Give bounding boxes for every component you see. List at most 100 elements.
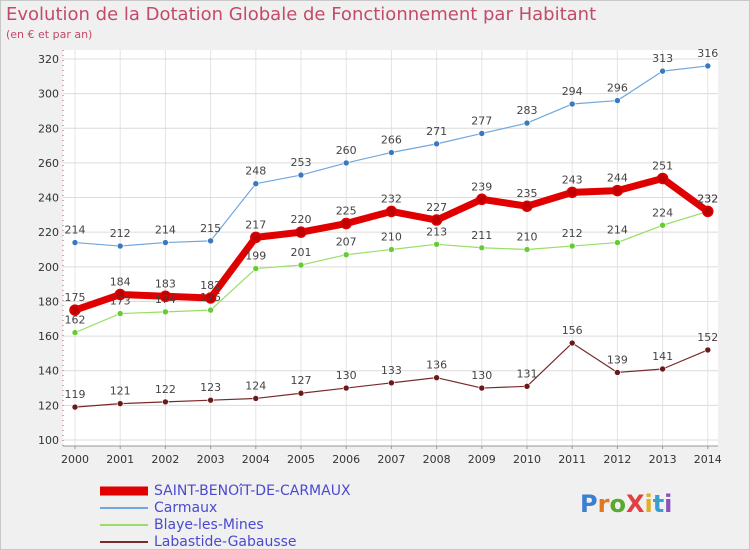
legend-item-blaye: Blaye-les-Mines <box>98 516 351 533</box>
data-point-saint-benoit <box>114 288 126 301</box>
data-label-blaye: 199 <box>245 250 266 263</box>
legend-swatch-blaye <box>100 524 148 526</box>
x-tick-label: 2006 <box>332 453 360 466</box>
x-tick-label: 2008 <box>423 453 451 466</box>
data-label-carmaux: 253 <box>291 156 312 169</box>
data-label-blaye: 214 <box>607 224 628 237</box>
x-tick-label: 2014 <box>694 453 722 466</box>
x-tick-label: 2005 <box>287 453 315 466</box>
y-tick-label: 260 <box>38 157 59 170</box>
data-point-blaye <box>433 241 440 248</box>
data-label-carmaux: 260 <box>336 144 357 157</box>
data-label-saint-benoit: 183 <box>155 277 176 290</box>
data-point-carmaux <box>659 67 666 75</box>
data-label-blaye: 211 <box>471 229 492 242</box>
data-point-blaye <box>614 239 621 246</box>
data-label-blaye: 212 <box>562 227 583 240</box>
data-label-saint-benoit: 182 <box>200 279 221 292</box>
data-point-saint-benoit <box>385 205 398 218</box>
data-point-blaye <box>388 246 395 253</box>
y-tick-label: 300 <box>38 88 59 101</box>
y-tick-label: 120 <box>38 399 59 412</box>
data-label-blaye: 210 <box>381 231 402 244</box>
data-point-blaye <box>659 221 666 229</box>
data-point-saint-benoit <box>159 290 172 303</box>
data-label-labastide: 123 <box>200 381 221 394</box>
data-label-labastide: 131 <box>517 367 538 380</box>
data-point-labastide <box>523 383 531 390</box>
data-label-carmaux: 283 <box>517 104 538 117</box>
data-point-blaye <box>342 251 350 258</box>
data-label-labastide: 133 <box>381 364 402 377</box>
data-point-labastide <box>342 384 350 392</box>
data-label-saint-benoit: 225 <box>336 205 357 218</box>
data-label-saint-benoit: 232 <box>381 192 402 205</box>
data-point-blaye <box>162 308 169 316</box>
data-point-carmaux <box>71 239 79 246</box>
data-label-saint-benoit: 251 <box>652 159 673 172</box>
legend-label-saint-benoit: SAINT-BENOîT-DE-CARMAUX <box>154 482 351 499</box>
data-point-saint-benoit <box>611 184 624 197</box>
data-label-blaye: 201 <box>291 246 312 259</box>
data-label-labastide: 136 <box>426 359 447 372</box>
data-point-labastide <box>704 346 712 354</box>
legend-label-labastide: Labastide-Gabausse <box>154 533 297 550</box>
data-point-carmaux <box>162 239 169 246</box>
data-label-labastide: 122 <box>155 383 176 396</box>
data-label-labastide: 130 <box>336 369 357 382</box>
chart-title: Evolution de la Dotation Globale de Fonc… <box>6 4 597 25</box>
data-label-blaye: 210 <box>517 231 538 244</box>
data-label-carmaux: 294 <box>562 85 583 98</box>
proxiti-logo: ProXiti <box>580 490 673 518</box>
data-label-saint-benoit: 232 <box>697 192 718 205</box>
data-point-saint-benoit <box>340 217 352 230</box>
data-point-carmaux <box>252 180 260 187</box>
x-tick-label: 2007 <box>377 453 405 466</box>
data-point-blaye <box>478 244 486 252</box>
legend: SAINT-BENOîT-DE-CARMAUX Carmaux Blaye-le… <box>98 482 351 550</box>
data-label-saint-benoit: 243 <box>562 173 583 186</box>
y-tick-label: 320 <box>38 53 59 66</box>
data-point-saint-benoit <box>566 186 578 199</box>
data-label-blaye: 224 <box>652 206 673 219</box>
data-point-blaye <box>568 242 576 250</box>
data-point-saint-benoit <box>476 193 488 206</box>
y-tick-label: 280 <box>38 122 59 135</box>
data-point-saint-benoit <box>702 205 714 218</box>
data-label-labastide: 121 <box>110 385 131 398</box>
data-point-carmaux <box>342 159 350 167</box>
data-point-saint-benoit <box>656 172 669 185</box>
data-label-labastide: 152 <box>697 331 718 344</box>
y-tick-label: 140 <box>38 365 59 378</box>
legend-label-carmaux: Carmaux <box>154 499 218 516</box>
data-label-blaye: 175 <box>200 291 221 304</box>
data-label-saint-benoit: 227 <box>426 201 447 214</box>
x-tick-label: 2003 <box>197 453 225 466</box>
data-point-carmaux <box>297 171 305 179</box>
x-tick-label: 2012 <box>603 453 631 466</box>
data-label-carmaux: 316 <box>697 47 718 60</box>
data-point-saint-benoit <box>430 214 443 226</box>
data-label-blaye: 173 <box>110 295 131 308</box>
data-point-labastide <box>162 398 169 406</box>
data-point-labastide <box>659 365 666 373</box>
data-point-labastide <box>207 396 214 404</box>
data-point-blaye <box>297 261 305 269</box>
data-label-blaye: 174 <box>155 293 176 306</box>
x-tick-label: 2000 <box>61 453 89 466</box>
data-label-saint-benoit: 244 <box>607 172 628 185</box>
data-point-labastide <box>252 395 260 402</box>
legend-swatch-saint-benoit <box>100 486 148 496</box>
data-label-carmaux: 215 <box>200 222 221 235</box>
data-label-saint-benoit: 220 <box>291 213 312 226</box>
data-label-saint-benoit: 175 <box>65 291 86 304</box>
data-point-carmaux <box>433 140 440 148</box>
legend-item-labastide: Labastide-Gabausse <box>98 533 351 550</box>
legend-swatch-carmaux <box>100 507 148 509</box>
data-label-saint-benoit: 235 <box>517 187 538 200</box>
data-label-carmaux: 313 <box>652 52 673 65</box>
data-point-carmaux <box>614 97 621 104</box>
data-label-carmaux: 214 <box>65 224 86 237</box>
data-label-blaye: 162 <box>65 314 86 327</box>
